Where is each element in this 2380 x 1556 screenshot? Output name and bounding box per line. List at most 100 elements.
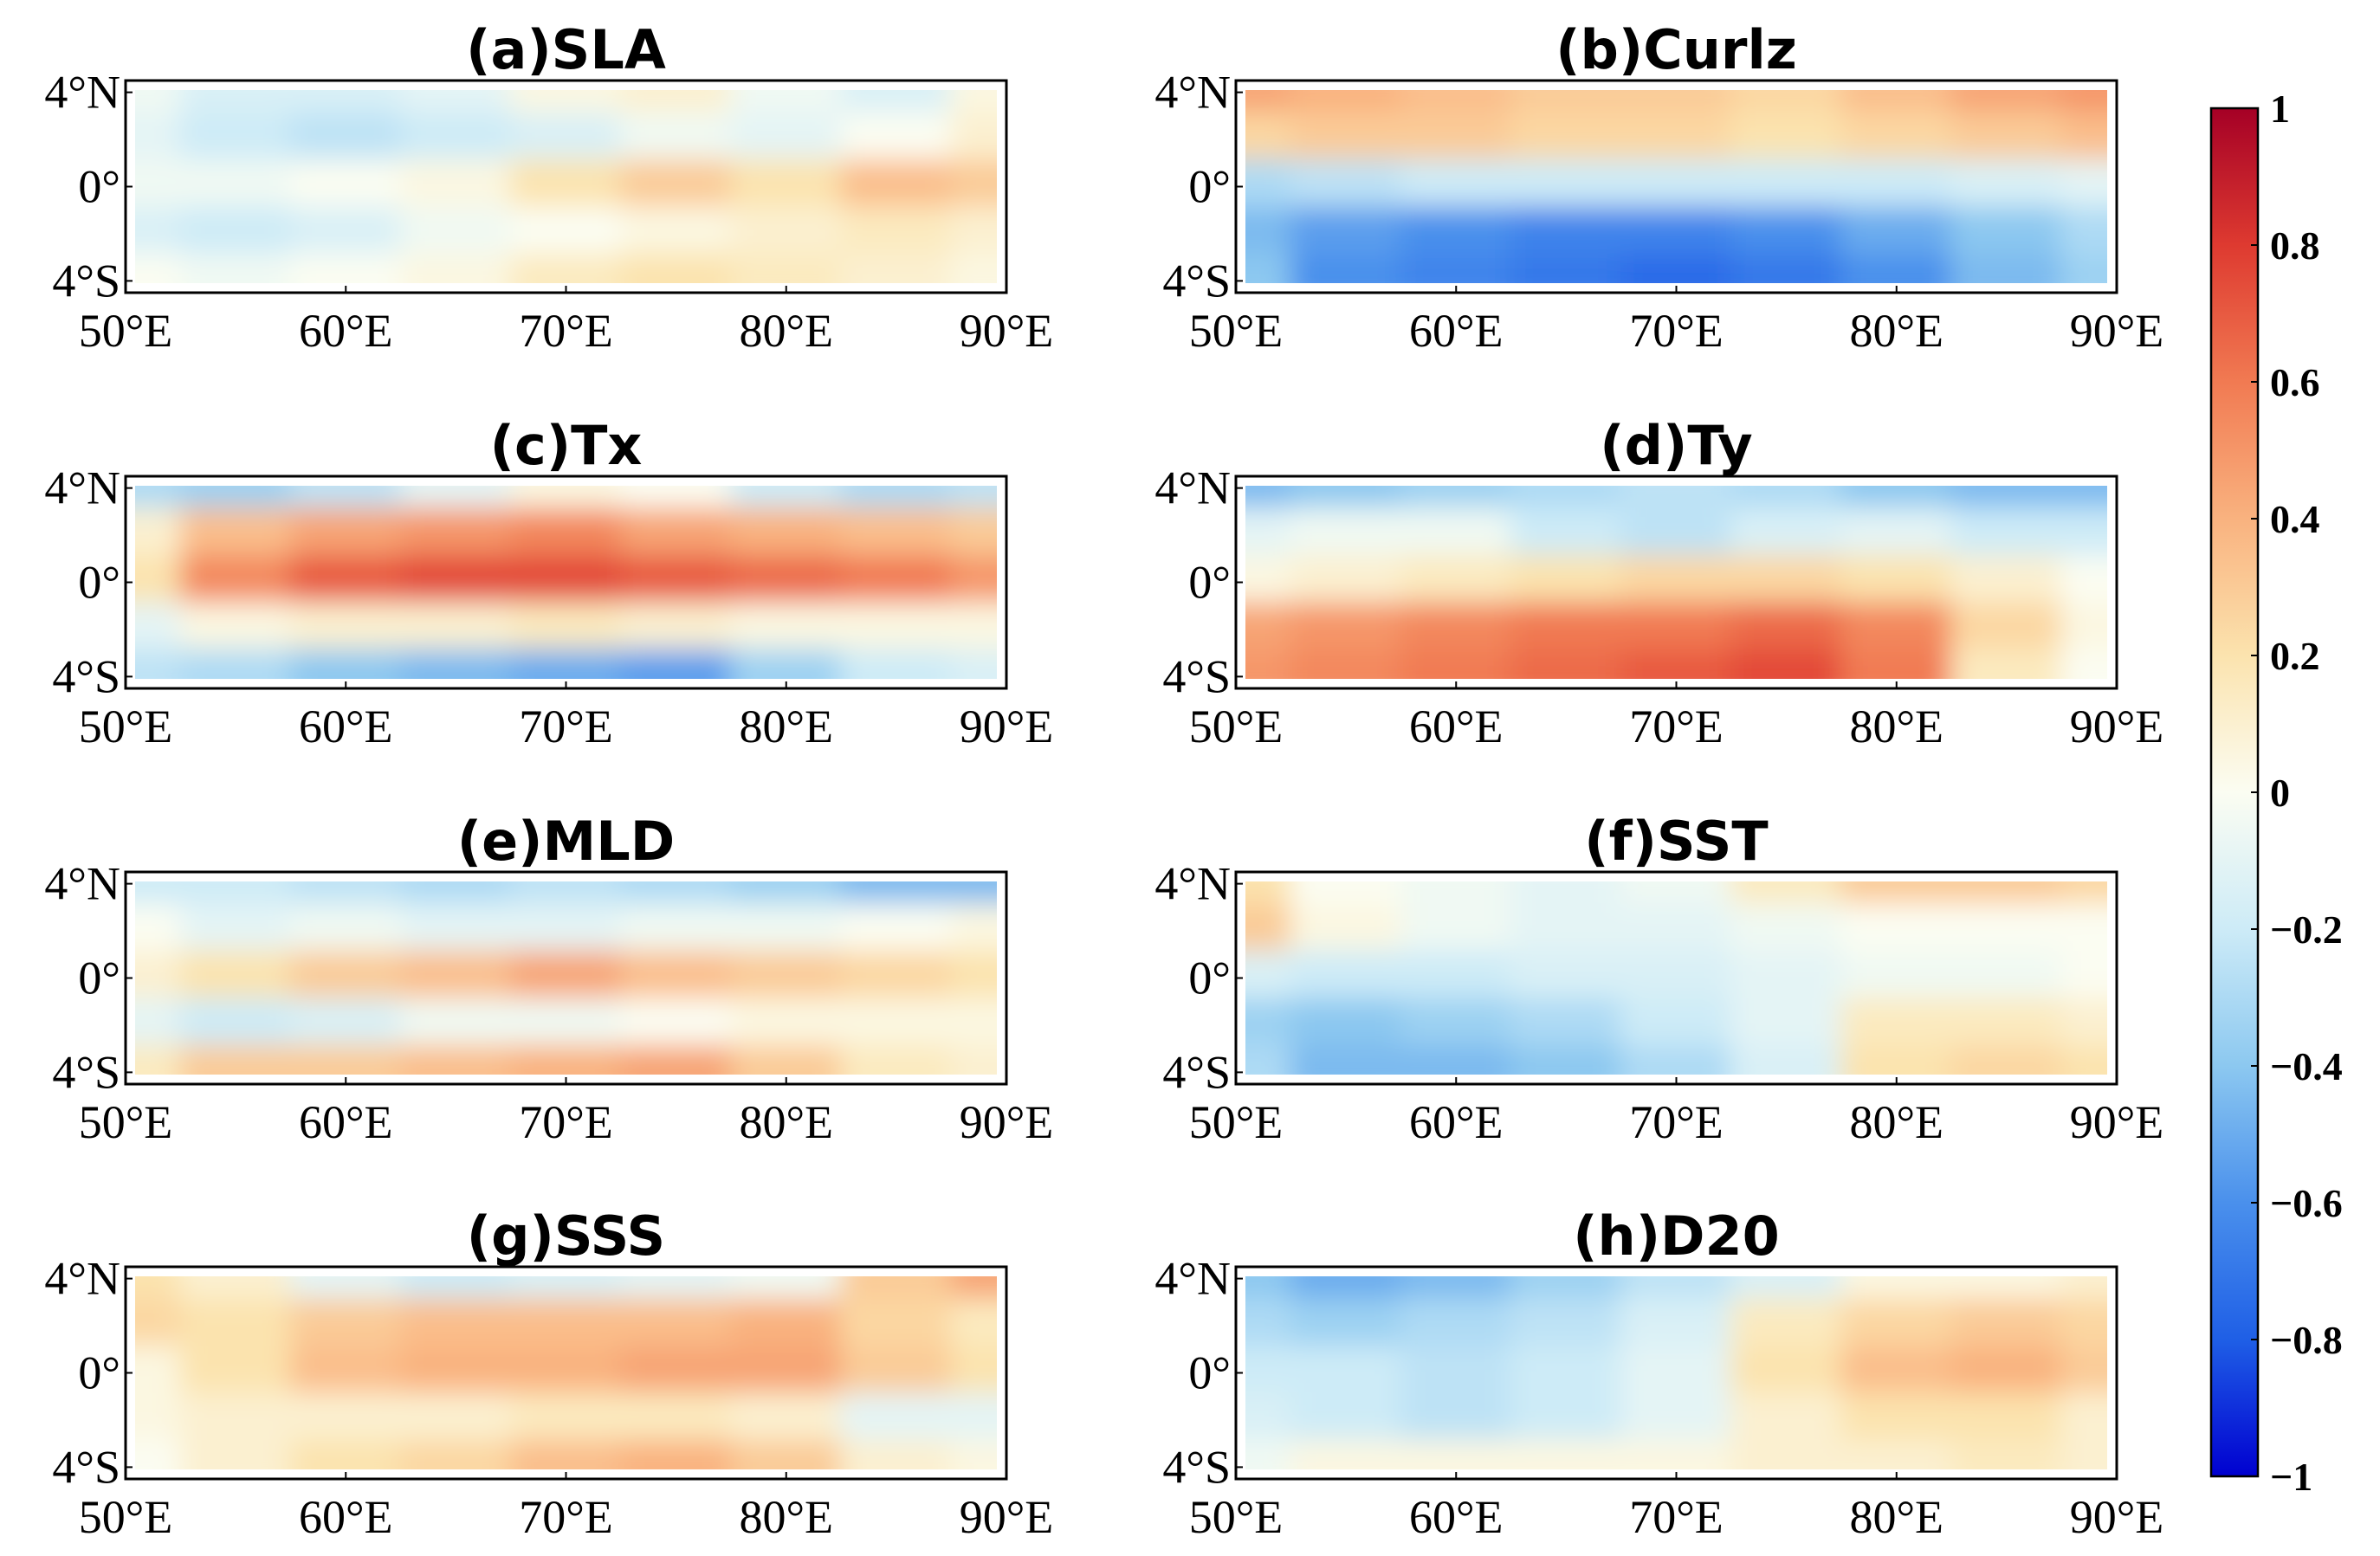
heatmap-cell bbox=[509, 1392, 623, 1448]
colorbar: 1 0.8 0.6 0.4 0.2 0 −0.2 −0.4 −0.6 −0.8 −1 bbox=[2209, 87, 2343, 1499]
heatmap-cell bbox=[620, 903, 733, 959]
heatmap-cell bbox=[289, 253, 402, 293]
heatmap-cell bbox=[179, 507, 292, 563]
heatmap-cell bbox=[1840, 1267, 1953, 1307]
heatmap-cell bbox=[1510, 950, 1622, 1006]
heatmap-cell bbox=[730, 872, 843, 912]
colorbar-gradient bbox=[2211, 108, 2258, 1476]
heatmap-cell bbox=[179, 1267, 292, 1307]
panel-title: (e)MLD bbox=[457, 810, 675, 873]
y-tick-label: 4°N bbox=[44, 462, 120, 514]
heatmap-cell bbox=[620, 206, 733, 261]
heatmap-cell bbox=[1950, 507, 2063, 563]
panel-title: (f)SST bbox=[1584, 810, 1768, 873]
heatmap-cell bbox=[1400, 206, 1512, 261]
x-tick-label: 80°E bbox=[1849, 701, 1943, 752]
x-tick-label: 90°E bbox=[960, 1096, 1054, 1148]
heatmap-cell bbox=[289, 206, 402, 261]
heatmap-cell bbox=[399, 206, 512, 261]
heatmap-cell bbox=[840, 1298, 953, 1353]
panel-a: (a)SLA 4°N 0° 4°S50°E 60°E 70°E 80°E 90°E bbox=[44, 18, 1054, 357]
heatmap-cell bbox=[840, 950, 953, 1006]
heatmap-cell bbox=[1730, 602, 1843, 657]
heatmap-cell bbox=[509, 998, 623, 1053]
heatmap-cell bbox=[1840, 649, 1953, 688]
heatmap-cell bbox=[1950, 1392, 2063, 1448]
heatmap-field bbox=[126, 872, 1006, 1084]
heatmap-cell bbox=[1620, 112, 1733, 167]
heatmap-cell bbox=[1950, 998, 2063, 1053]
heatmap-cell bbox=[620, 507, 733, 563]
heatmap-cell bbox=[1400, 476, 1512, 516]
heatmap-cell bbox=[730, 649, 843, 688]
heatmap-cell bbox=[399, 158, 512, 215]
heatmap-cell bbox=[1840, 950, 1953, 1006]
heatmap-cell bbox=[1290, 507, 1402, 563]
colorbar-tick-label: −0.2 bbox=[2270, 907, 2343, 952]
heatmap-cell bbox=[179, 903, 292, 959]
heatmap-cell bbox=[1400, 903, 1512, 959]
heatmap-cell bbox=[730, 476, 843, 516]
heatmap-cell bbox=[1730, 649, 1843, 688]
heatmap-cell bbox=[1950, 872, 2063, 912]
heatmap-cell bbox=[1400, 1267, 1512, 1307]
heatmap-cell bbox=[509, 253, 623, 293]
heatmap-cell bbox=[840, 507, 953, 563]
y-tick-label: 0° bbox=[1188, 1347, 1231, 1399]
heatmap-cell bbox=[1400, 81, 1512, 120]
colorbar-tick-label: −0.6 bbox=[2270, 1181, 2343, 1225]
heatmap-cell bbox=[1840, 1345, 1953, 1401]
heatmap-cell bbox=[1950, 903, 2063, 959]
heatmap-cell bbox=[1950, 602, 2063, 657]
x-tick-label: 70°E bbox=[519, 1096, 613, 1148]
heatmap-cell bbox=[399, 950, 512, 1006]
heatmap-cell bbox=[1730, 112, 1843, 167]
heatmap-cell bbox=[399, 649, 512, 688]
heatmap-cell bbox=[730, 1345, 843, 1401]
panel-title: (h)D20 bbox=[1573, 1204, 1780, 1268]
heatmap-cell bbox=[399, 554, 512, 610]
heatmap-cell bbox=[1840, 602, 1953, 657]
heatmap-cell bbox=[179, 1044, 292, 1084]
heatmap-cell bbox=[399, 253, 512, 293]
y-tick-label: 4°N bbox=[1154, 1253, 1231, 1305]
x-tick-label: 80°E bbox=[739, 1096, 833, 1148]
x-tick-label: 60°E bbox=[1409, 1096, 1504, 1148]
heatmap-cell bbox=[399, 507, 512, 563]
heatmap-cell bbox=[1290, 649, 1402, 688]
heatmap-cell bbox=[509, 950, 623, 1006]
x-tick-label: 70°E bbox=[519, 701, 613, 752]
y-tick-label: 4°N bbox=[44, 858, 120, 910]
heatmap-cell bbox=[1620, 507, 1733, 563]
heatmap-cell bbox=[1400, 253, 1512, 293]
heatmap-cell bbox=[1510, 903, 1622, 959]
heatmap-cell bbox=[399, 1298, 512, 1353]
heatmap-cell bbox=[289, 1392, 402, 1448]
x-tick-label: 50°E bbox=[1189, 305, 1284, 357]
heatmap-cell bbox=[840, 206, 953, 261]
x-tick-label: 90°E bbox=[960, 305, 1054, 357]
x-tick-label: 70°E bbox=[519, 305, 613, 357]
heatmap-cell bbox=[1950, 81, 2063, 120]
panel-e: (e)MLD 4°N 0° 4°S50°E 60°E 70°E 80°E 90°E bbox=[44, 810, 1054, 1148]
heatmap-cell bbox=[1840, 112, 1953, 167]
heatmap-cell bbox=[1950, 1439, 2063, 1479]
heatmap-cell bbox=[179, 253, 292, 293]
heatmap-cell bbox=[179, 950, 292, 1006]
heatmap-cell bbox=[179, 602, 292, 657]
heatmap-cell bbox=[620, 112, 733, 167]
x-tick-label: 90°E bbox=[960, 701, 1054, 752]
panel-d: (d)Ty 4°N 0° 4°S50°E 60°E 70°E 80°E 90°E bbox=[1154, 414, 2163, 752]
heatmap-cell bbox=[1620, 602, 1733, 657]
x-tick-label: 60°E bbox=[299, 1096, 393, 1148]
heatmap-cell bbox=[1840, 507, 1953, 563]
x-tick-label: 80°E bbox=[739, 1491, 833, 1543]
y-tick-label: 0° bbox=[78, 952, 120, 1004]
heatmap-cell bbox=[1840, 476, 1953, 516]
heatmap-cell bbox=[399, 1392, 512, 1448]
x-tick-label: 80°E bbox=[739, 701, 833, 752]
heatmap-cell bbox=[1620, 998, 1733, 1053]
heatmap-cell bbox=[1510, 206, 1622, 261]
heatmap-cell bbox=[1840, 1044, 1953, 1084]
heatmap-cell bbox=[1510, 1345, 1622, 1401]
